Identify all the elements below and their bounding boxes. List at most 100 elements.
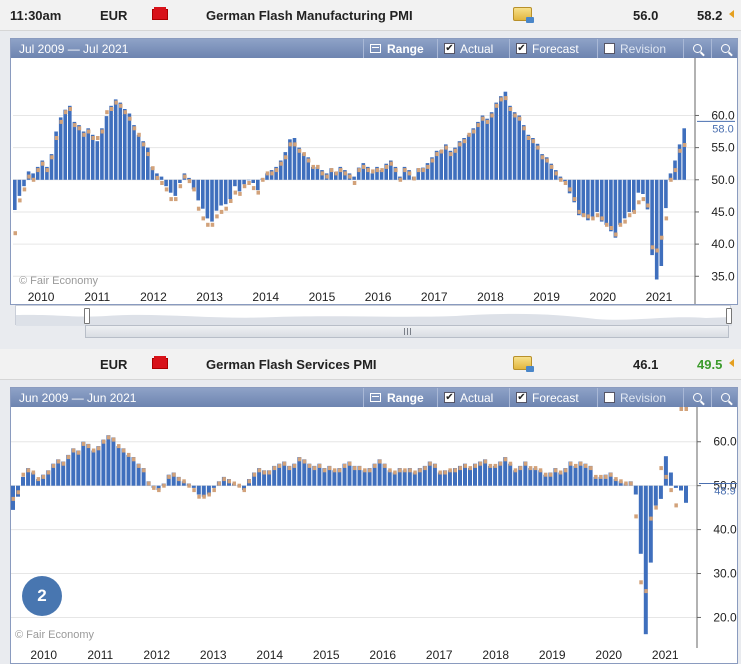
actual-bar: [473, 463, 477, 486]
forecast-marker: [531, 139, 536, 144]
actual-bar: [468, 468, 472, 486]
forecast-marker: [476, 123, 481, 128]
zoom-in-button[interactable]: [683, 39, 711, 58]
forecast-marker: [169, 197, 173, 202]
forecast-marker: [568, 187, 572, 192]
actual-bar: [176, 476, 181, 486]
forecast-marker: [219, 209, 224, 214]
folder-icon[interactable]: [513, 356, 534, 372]
forecast-marker: [517, 116, 522, 121]
actual-bar: [362, 470, 367, 486]
forecast-marker: [375, 168, 380, 173]
x-tick-label: 2019: [539, 648, 566, 662]
actual-bar: [141, 141, 145, 180]
actual-checkbox[interactable]: ✔: [444, 43, 455, 54]
actual-bar: [508, 463, 513, 486]
actual-bar: [563, 468, 568, 486]
forecast-marker: [162, 483, 166, 488]
navigator-scrollbar[interactable]: [85, 325, 729, 338]
forecast-marker: [366, 168, 370, 173]
chart-navigator[interactable]: [15, 305, 732, 339]
forecast-checkbox[interactable]: ✔: [516, 43, 527, 54]
actual-bar: [622, 179, 627, 219]
forecast-marker: [307, 463, 312, 468]
forecast-marker: [609, 226, 614, 230]
forecast-marker: [27, 174, 31, 179]
navigator-track[interactable]: [15, 305, 732, 326]
revision-toggle[interactable]: Revision: [597, 388, 683, 407]
forecast-marker: [238, 191, 242, 196]
actual-bar: [262, 470, 267, 486]
actual-bar: [307, 463, 312, 486]
actual-toggle[interactable]: ✔ Actual: [437, 388, 507, 407]
forecast-marker: [449, 152, 453, 157]
actual-bar: [221, 476, 226, 486]
actual-bar: [466, 134, 471, 180]
actual-checkbox[interactable]: ✔: [444, 392, 455, 403]
forecast-marker: [202, 494, 206, 499]
event-row-services-pmi[interactable]: EUR German Flash Services PMI 46.1 49.5: [0, 349, 741, 380]
actual-bar: [100, 128, 104, 180]
revision-checkbox[interactable]: [604, 392, 615, 403]
actual-bar: [96, 446, 101, 486]
zoom-out-button[interactable]: [711, 388, 737, 407]
forecast-marker: [669, 488, 673, 493]
forecast-marker: [439, 149, 444, 154]
navigator-left-handle[interactable]: [84, 308, 90, 324]
actual-bar: [206, 485, 211, 495]
actual-bar: [171, 472, 176, 486]
actual-bar: [71, 448, 76, 486]
actual-bar: [242, 179, 246, 185]
actual-bar: [332, 470, 337, 486]
forecast-marker: [513, 468, 518, 473]
forecast-toggle[interactable]: ✔ Forecast: [509, 39, 597, 58]
actual-bar: [457, 141, 462, 180]
chart-panel-services: Jun 2009 — Jun 2021 Range ✔ Actual ✔ For…: [10, 387, 738, 664]
actual-bar: [430, 157, 434, 180]
forecast-marker: [545, 158, 549, 163]
y-tick-label: 35.0: [711, 269, 735, 283]
forecast-marker: [558, 470, 563, 475]
actual-bar: [366, 166, 370, 180]
forecast-marker: [316, 164, 320, 169]
zoom-out-button[interactable]: [711, 39, 737, 58]
forecast-marker: [22, 187, 27, 192]
folder-icon[interactable]: [513, 7, 534, 23]
revision-checkbox[interactable]: [604, 43, 615, 54]
forecast-marker: [559, 177, 563, 182]
actual-bar: [632, 179, 636, 212]
zoom-out-icon: [721, 44, 730, 53]
forecast-toggle[interactable]: ✔ Forecast: [509, 388, 597, 407]
event-title[interactable]: German Flash Manufacturing PMI: [206, 8, 413, 23]
actual-bar: [488, 465, 493, 486]
actual-bar: [367, 468, 372, 486]
range-button[interactable]: Range: [363, 388, 435, 407]
event-title[interactable]: German Flash Services PMI: [206, 357, 377, 372]
x-tick-label: 2020: [589, 290, 616, 304]
event-row-manufacturing-pmi[interactable]: 11:30am EUR German Flash Manufacturing P…: [0, 0, 741, 31]
forecast-marker: [586, 214, 591, 219]
navigator-right-handle[interactable]: [726, 308, 732, 324]
forecast-marker: [673, 168, 678, 173]
actual-bar: [387, 470, 392, 486]
forecast-marker: [358, 466, 362, 471]
forecast-marker: [86, 444, 91, 449]
forecast-marker: [634, 514, 638, 519]
chart-watermark: © Fair Economy: [15, 629, 95, 641]
x-tick-label: 2016: [365, 290, 392, 304]
forecast-marker: [50, 155, 54, 160]
actual-toggle[interactable]: ✔ Actual: [437, 39, 507, 58]
actual-bar: [548, 472, 553, 486]
actual-bar: [201, 179, 205, 209]
actual-bar: [136, 463, 141, 486]
forecast-checkbox[interactable]: ✔: [516, 392, 527, 403]
range-button[interactable]: Range: [363, 39, 435, 58]
forecast-marker: [174, 197, 178, 202]
scrollbar-grip-icon[interactable]: [404, 328, 412, 335]
actual-bar: [572, 179, 576, 203]
zoom-in-button[interactable]: [683, 388, 711, 407]
actual-bar: [480, 115, 485, 180]
y-tick-label: 50.0: [711, 173, 735, 187]
revision-toggle[interactable]: Revision: [597, 39, 683, 58]
actual-bar: [668, 472, 673, 486]
